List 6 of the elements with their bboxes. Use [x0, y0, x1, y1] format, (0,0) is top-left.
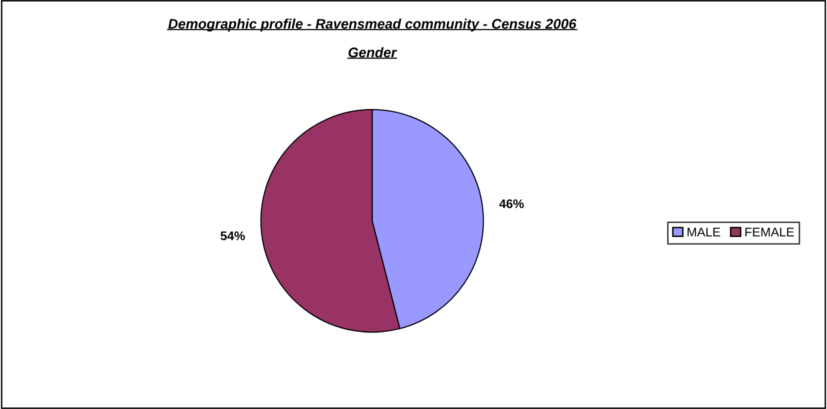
legend-label: FEMALE	[745, 228, 794, 236]
chart-title: Demographic profile - Ravensmead community - Census 2006	[168, 18, 576, 32]
chart-subtitle: Gender	[348, 47, 398, 58]
legend-label: MALE	[688, 228, 720, 236]
data-label: 46%	[499, 199, 524, 208]
data-label: 54%	[220, 231, 245, 240]
